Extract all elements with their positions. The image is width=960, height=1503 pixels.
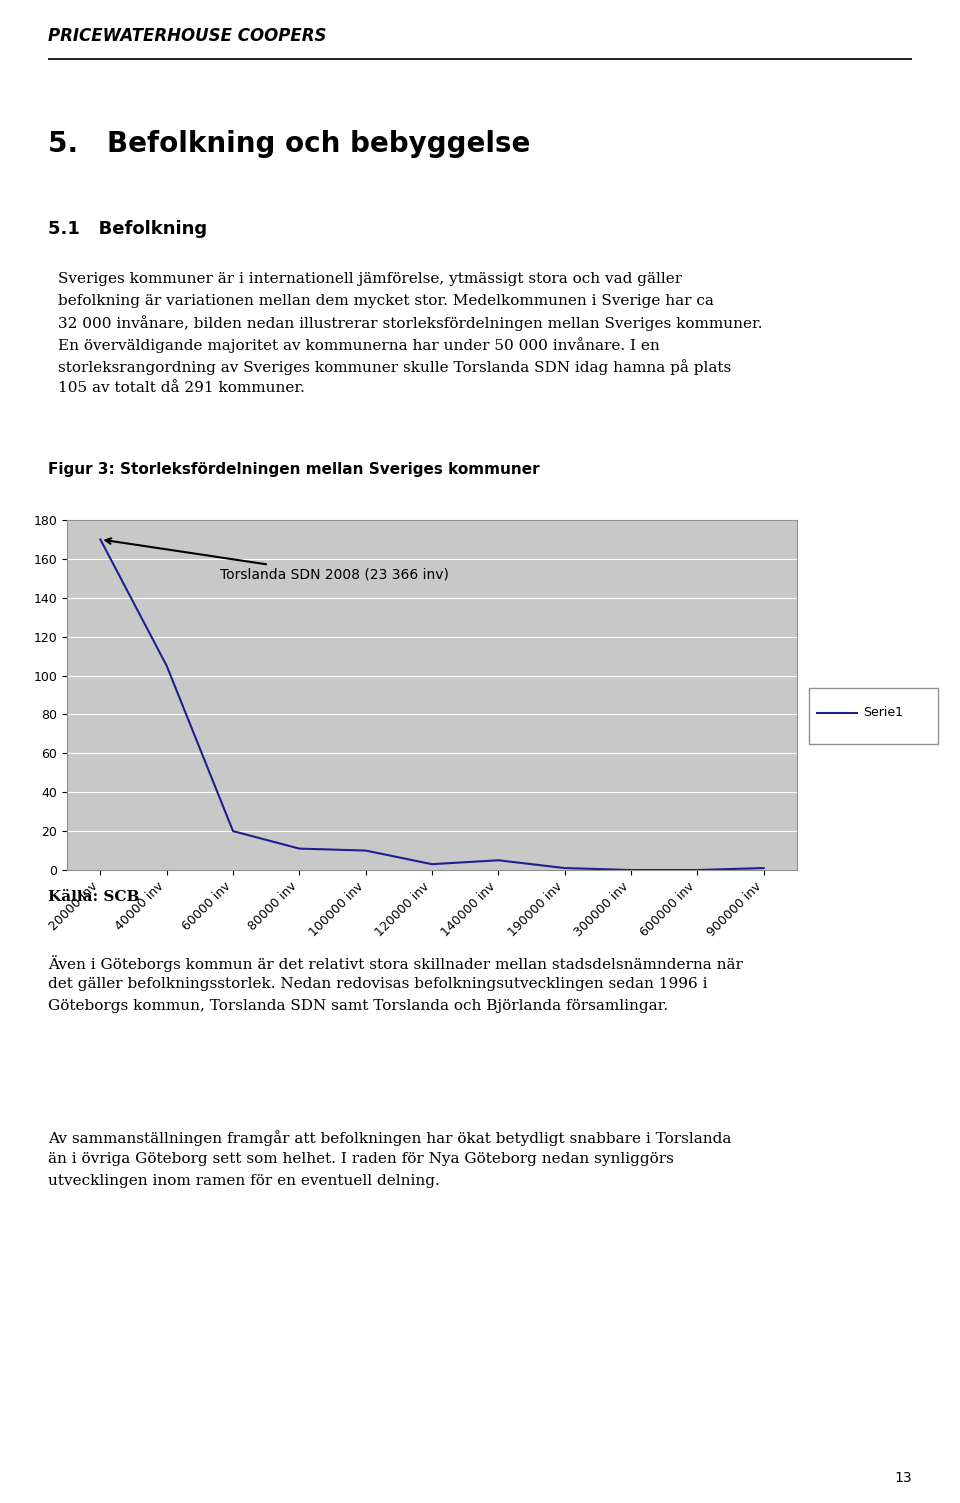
Text: än i övriga Göteborg sett som helhet. I raden för Nya Göteborg nedan synliggörs: än i övriga Göteborg sett som helhet. I … <box>48 1151 674 1166</box>
Text: storleksrangordning av Sveriges kommuner skulle Torslanda SDN idag hamna på plat: storleksrangordning av Sveriges kommuner… <box>58 359 731 376</box>
Text: Källa: SCB: Källa: SCB <box>48 890 139 903</box>
Text: 13: 13 <box>895 1471 912 1485</box>
Text: det gäller befolkningsstorlek. Nedan redovisas befolkningsutvecklingen sedan 199: det gäller befolkningsstorlek. Nedan red… <box>48 977 708 990</box>
Text: befolkning är variationen mellan dem mycket stor. Medelkommunen i Sverige har ca: befolkning är variationen mellan dem myc… <box>58 293 713 308</box>
Text: Göteborgs kommun, Torslanda SDN samt Torslanda och Björlanda församlingar.: Göteborgs kommun, Torslanda SDN samt Tor… <box>48 998 668 1013</box>
Text: Sveriges kommuner är i internationell jämförelse, ytmässigt stora och vad gäller: Sveriges kommuner är i internationell jä… <box>58 272 682 286</box>
Text: Av sammanställningen framgår att befolkningen har ökat betydligt snabbare i Tors: Av sammanställningen framgår att befolkn… <box>48 1130 732 1145</box>
Text: utvecklingen inom ramen för en eventuell delning.: utvecklingen inom ramen för en eventuell… <box>48 1174 440 1187</box>
Text: 105 av totalt då 291 kommuner.: 105 av totalt då 291 kommuner. <box>58 380 304 395</box>
Text: Figur 3: Storleksfördelningen mellan Sveriges kommuner: Figur 3: Storleksfördelningen mellan Sve… <box>48 461 540 476</box>
Text: PRICEWATERHOUSE COOPERS: PRICEWATERHOUSE COOPERS <box>48 27 326 45</box>
Text: Torslanda SDN 2008 (23 366 inv): Torslanda SDN 2008 (23 366 inv) <box>106 538 448 582</box>
Text: Även i Göteborgs kommun är det relativt stora skillnader mellan stadsdelsnämnder: Även i Göteborgs kommun är det relativt … <box>48 954 743 972</box>
Text: 5.   Befolkning och bebyggelse: 5. Befolkning och bebyggelse <box>48 129 530 158</box>
Text: 32 000 invånare, bilden nedan illustrerar storleksfördelningen mellan Sveriges k: 32 000 invånare, bilden nedan illustrera… <box>58 316 762 332</box>
Text: 5.1   Befolkning: 5.1 Befolkning <box>48 219 207 237</box>
Text: Serie1: Serie1 <box>863 706 902 720</box>
Text: En överväldigande majoritet av kommunerna har under 50 000 invånare. I en: En överväldigande majoritet av kommunern… <box>58 337 660 353</box>
FancyBboxPatch shape <box>809 688 938 744</box>
